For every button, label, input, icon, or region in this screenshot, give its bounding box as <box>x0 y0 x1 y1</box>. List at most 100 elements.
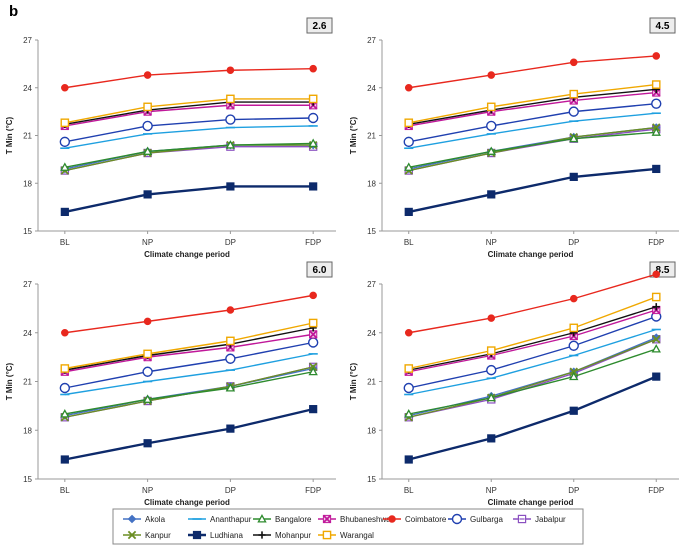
legend-item-mohanpur: Mohanpur <box>253 531 311 540</box>
data-point <box>569 323 579 333</box>
y-tick-label: 24 <box>23 84 32 93</box>
series-line-warangal <box>64 322 314 370</box>
series-line-bhubaneshwar <box>408 91 657 127</box>
legend-marker <box>517 514 527 524</box>
series-line-bhubaneshwar <box>408 309 657 373</box>
x-tick-label: DP <box>568 238 579 247</box>
data-point <box>308 318 318 328</box>
series-gulbarga <box>59 337 319 394</box>
data-point <box>143 317 152 326</box>
data-point <box>651 80 661 89</box>
series-warangal <box>60 318 318 373</box>
legend-marker <box>127 530 137 540</box>
data-point <box>60 162 70 171</box>
legend-item-kanpur: Kanpur <box>123 530 171 540</box>
series-coimbatore <box>61 64 317 92</box>
series-jabalpur <box>404 124 661 175</box>
legend-box <box>112 508 584 545</box>
series-kanpur <box>60 362 318 422</box>
data-point <box>486 364 497 376</box>
data-point <box>404 364 414 373</box>
series-line-akola <box>408 336 657 417</box>
series-warangal <box>404 80 661 128</box>
data-point <box>60 364 70 373</box>
y-tick-label: 24 <box>23 329 32 338</box>
y-tick-label: 21 <box>367 132 376 141</box>
legend-item-gulbarga: Gulbarga <box>448 513 503 525</box>
x-tick-label: DP <box>225 486 236 495</box>
data-point <box>404 455 413 464</box>
data-point <box>308 138 318 147</box>
series-gulbarga <box>59 112 319 148</box>
series-bangalore <box>60 138 318 171</box>
series-line-ananthapur <box>64 125 314 149</box>
data-point <box>652 52 661 60</box>
legend: Akola Ananthapur Bangalore Bhubaneshwar Coim… <box>112 508 584 545</box>
panel-label: 4.5 <box>656 21 670 32</box>
data-point <box>59 382 71 394</box>
data-point <box>309 291 317 300</box>
legend-marker <box>192 530 202 540</box>
data-point <box>486 392 496 402</box>
x-tick-label: FDP <box>305 238 321 247</box>
data-point <box>652 270 661 279</box>
series-line-bhubaneshwar <box>64 333 314 373</box>
y-tick-label: 15 <box>367 475 376 484</box>
data-point <box>652 164 661 174</box>
x-tick-label: FDP <box>305 486 321 495</box>
data-point <box>60 455 69 464</box>
legend-item-bhubaneshwar: Bhubaneshwar <box>318 514 394 524</box>
x-tick-label: NP <box>486 238 497 247</box>
legend-marker <box>322 530 332 540</box>
chart-panel-6.0: 15 18 21 24 27 BL NP DP FDP Climate change period… <box>5 261 336 507</box>
series-line-bangalore <box>408 348 657 415</box>
legend-label: Mohanpur <box>275 531 311 540</box>
series-bangalore <box>404 344 661 418</box>
legend-marker <box>322 514 332 524</box>
data-point <box>143 439 152 448</box>
data-point <box>486 120 497 132</box>
data-point <box>652 335 661 344</box>
chart-panels: 15 18 21 24 27 BL NP DP FDP Climate change period… <box>5 17 679 507</box>
data-point <box>404 328 413 337</box>
series-ludhiana <box>404 164 661 217</box>
series-gulbarga <box>403 98 662 148</box>
series-line-mohanpur <box>408 88 657 126</box>
data-point <box>309 64 317 73</box>
series-line-coimbatore <box>64 294 314 334</box>
series-line-gulbarga <box>408 315 657 389</box>
y-tick-label: 18 <box>23 179 32 188</box>
series-akola <box>404 333 661 420</box>
series-ananthapur <box>404 328 661 396</box>
legend-marker <box>451 513 463 525</box>
series-coimbatore <box>404 52 661 92</box>
series-warangal <box>60 94 318 128</box>
series-line-kanpur <box>64 366 314 418</box>
legend-label: Jabalpur <box>535 515 566 524</box>
legend-label: Ludhiana <box>210 531 243 540</box>
data-point <box>226 182 235 191</box>
series-bhubaneshwar <box>404 88 661 131</box>
series-mohanpur <box>405 303 660 374</box>
data-point <box>403 382 414 394</box>
data-point <box>226 306 235 314</box>
series-line-jabalpur <box>408 338 657 418</box>
legend-item-akola: Akola <box>123 514 166 524</box>
data-point <box>226 66 235 75</box>
data-point <box>569 371 579 381</box>
data-point <box>142 394 153 403</box>
series-warangal <box>404 292 661 373</box>
x-tick-label: DP <box>568 486 579 495</box>
series-jabalpur <box>60 362 318 422</box>
series-ludhiana <box>404 372 661 464</box>
data-point <box>143 349 152 359</box>
x-tick-label: NP <box>142 486 153 495</box>
data-point <box>487 71 496 79</box>
series-line-ananthapur <box>408 328 657 396</box>
data-point <box>307 337 319 348</box>
data-point <box>308 366 318 376</box>
legend-label: Bangalore <box>275 515 312 524</box>
data-point <box>142 146 153 155</box>
x-tick-label: BL <box>60 238 70 247</box>
series-ludhiana <box>60 405 318 464</box>
